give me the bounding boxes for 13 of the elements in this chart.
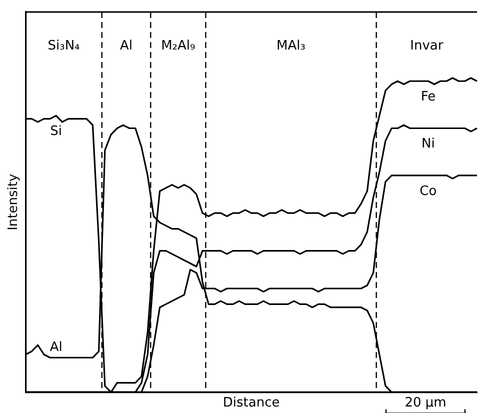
x-axis-title: Distance — [222, 396, 280, 411]
series-label: Ni — [422, 136, 435, 152]
text: Si₃N₄ — [48, 38, 80, 54]
text: M₂Al₉ — [161, 38, 196, 54]
series-label: Al — [50, 340, 62, 356]
series-label: Fe — [420, 90, 436, 104]
text: 20 µm — [404, 396, 446, 411]
y-axis-title: Intensity — [6, 174, 22, 230]
text: Al — [120, 38, 133, 54]
text: MAl₃ — [276, 38, 306, 54]
text: Invar — [410, 38, 444, 54]
series-label: Co — [420, 184, 437, 199]
series-label: Si — [50, 124, 62, 140]
